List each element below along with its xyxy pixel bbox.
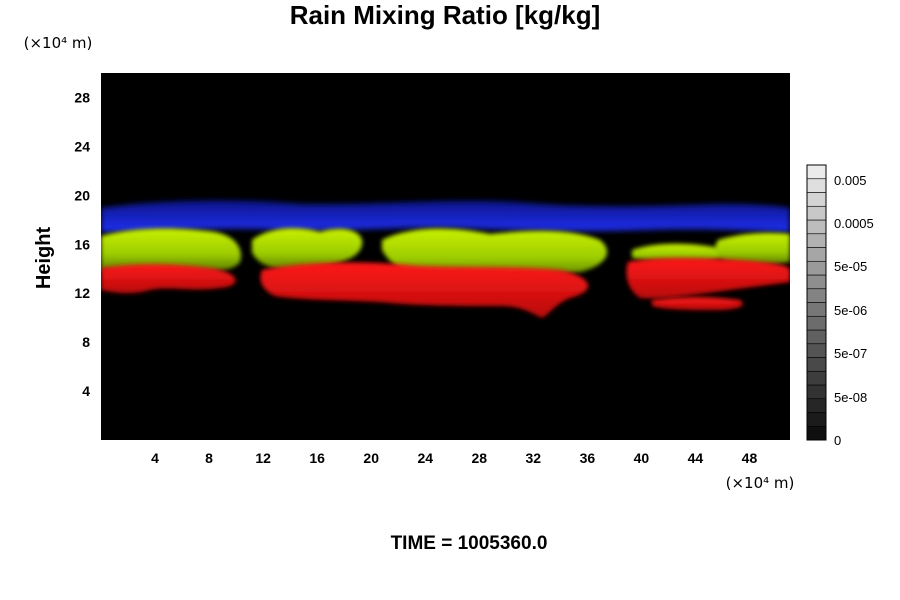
- colorbar-step: [806, 260, 827, 276]
- x-tick-label: 32: [526, 450, 542, 466]
- time-label: TIME = 1005360.0: [391, 533, 548, 554]
- colorbar-step: [806, 178, 827, 193]
- x-tick-label: 48: [742, 450, 758, 466]
- chart-title: Rain Mixing Ratio [kg/kg]: [290, 0, 601, 30]
- red-layer-a: [101, 264, 236, 294]
- colorbar-step: [806, 370, 827, 386]
- colorbar-step: [806, 205, 827, 221]
- x-tick-label: 4: [151, 450, 159, 466]
- y-unit-label: (×10⁴ m): [24, 34, 93, 52]
- colorbar-step: [806, 384, 827, 400]
- x-tick-label: 28: [471, 450, 487, 466]
- colorbar-step: [806, 302, 827, 317]
- green-layer-a: [101, 228, 241, 272]
- colorbar-label: 0.005: [834, 173, 867, 188]
- colorbar-label: 5e-05: [834, 259, 867, 274]
- x-tick-label: 8: [205, 450, 213, 466]
- x-axis: 4 8 12 16 20 24 28 32 36 40 44 48: [151, 450, 757, 466]
- colorbar-step: [806, 329, 827, 345]
- colorbar-label: 5e-06: [834, 303, 867, 318]
- colorbar-label: 5e-07: [834, 346, 867, 361]
- colorbar-step: [806, 357, 827, 372]
- colorbar: 0.005 0.0005 5e-05 5e-06 5e-07 5e-08 0: [806, 164, 874, 448]
- colorbar-step: [806, 315, 827, 331]
- y-tick-label: 8: [82, 334, 90, 350]
- colorbar-step: [806, 233, 827, 248]
- blue-layer: [101, 200, 790, 232]
- red-layer-c: [626, 258, 790, 299]
- y-tick-label: 16: [74, 236, 90, 252]
- colorbar-step: [806, 288, 827, 303]
- colorbar-step: [806, 343, 827, 358]
- red-layer-b: [260, 262, 589, 318]
- colorbar-label: 0.0005: [834, 216, 874, 231]
- x-tick-label: 44: [688, 450, 704, 466]
- y-tick-label: 24: [74, 138, 90, 154]
- green-layer-e: [715, 232, 790, 265]
- y-axis: 4 8 12 16 20 24 28: [74, 89, 90, 399]
- green-layer-c: [382, 228, 608, 278]
- colorbar-step: [806, 164, 827, 180]
- x-tick-label: 36: [580, 450, 596, 466]
- x-tick-label: 12: [255, 450, 271, 466]
- y-tick-label: 4: [82, 383, 90, 399]
- y-tick-label: 12: [74, 285, 90, 301]
- red-layer-d: [652, 297, 743, 310]
- colorbar-step: [806, 219, 827, 235]
- green-layer-b: [252, 228, 363, 271]
- green-layer-d: [632, 243, 724, 262]
- y-tick-label: 20: [74, 187, 90, 203]
- x-tick-label: 20: [363, 450, 379, 466]
- heatmap-field: [101, 200, 790, 318]
- x-unit-label: (×10⁴ m): [726, 474, 795, 492]
- x-tick-label: 24: [417, 450, 433, 466]
- x-tick-label: 40: [634, 450, 650, 466]
- colorbar-step: [806, 192, 827, 207]
- colorbar-label: 5e-08: [834, 390, 867, 405]
- colorbar-step: [806, 412, 827, 427]
- y-tick-label: 28: [74, 89, 90, 105]
- x-tick-label: 16: [309, 450, 325, 466]
- colorbar-step: [806, 398, 827, 413]
- colorbar-step: [806, 247, 827, 262]
- colorbar-label: 0: [834, 433, 841, 448]
- y-axis-label: Height: [33, 227, 55, 290]
- colorbar-step: [806, 274, 827, 290]
- colorbar-step: [806, 425, 827, 441]
